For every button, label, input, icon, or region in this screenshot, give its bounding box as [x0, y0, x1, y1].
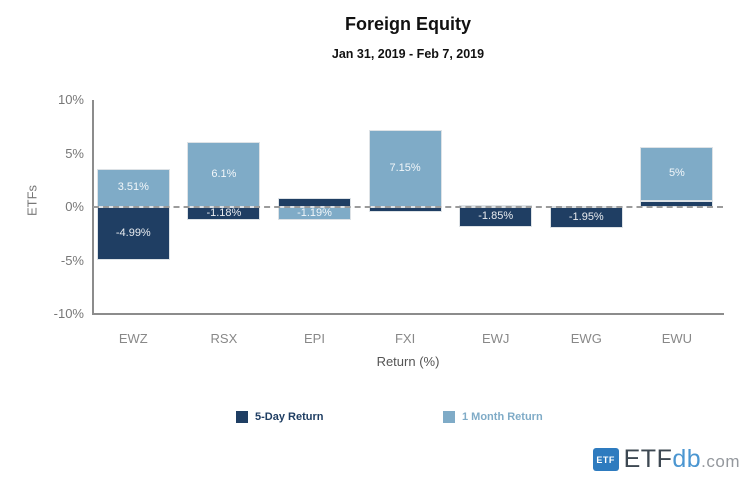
zero-baseline: [93, 206, 723, 208]
x-tick-label-ewu: EWU: [661, 331, 693, 346]
y-tick-label: 10%: [57, 92, 84, 107]
chart-subtitle: Jan 31, 2019 - Feb 7, 2019: [331, 47, 485, 61]
bar-segment-ewj-5-day-return[interactable]: -1.85%: [459, 207, 533, 227]
bar-value-label: -1.19%: [297, 207, 332, 219]
legend-item-1-month-return[interactable]: 1 Month Return: [443, 411, 543, 423]
x-axis-line: [92, 313, 724, 315]
logo-text: ETFdb.com: [623, 445, 740, 473]
bar-segment-epi-1-month-return[interactable]: -1.19%: [278, 207, 351, 220]
bar-value-label: -4.99%: [115, 227, 151, 239]
legend-swatch-dark: [236, 411, 248, 423]
etf-badge-icon: ETF: [592, 448, 619, 471]
bar-value-label: -1.95%: [568, 211, 604, 223]
y-tick-label: 0%: [65, 199, 84, 214]
etfdb-logo[interactable]: ETF ETFdb.com: [592, 445, 740, 474]
x-tick-label-ewg: EWG: [570, 331, 602, 346]
bar-value-label: 6.1%: [211, 167, 237, 180]
legend-label: 1 Month Return: [462, 411, 543, 423]
legend-item-5-day-return[interactable]: 5-Day Return: [236, 411, 323, 423]
legend: 5-Day Return 1 Month Return: [0, 411, 750, 429]
bar-segment-ewu-1-month-return[interactable]: 5%: [640, 147, 714, 201]
x-axis-title: Return (%): [376, 354, 440, 369]
legend-label: 5-Day Return: [255, 411, 324, 423]
bar-segment-ewz-5-day-return[interactable]: -4.99%: [96, 207, 170, 261]
y-tick-label: -5%: [60, 252, 84, 268]
bar-value-label: -1.18%: [206, 207, 242, 219]
bar-segment-fxi-1-month-return[interactable]: 7.15%: [368, 130, 442, 207]
x-tick-label-fxi: FXI: [394, 331, 416, 346]
bar-value-label: -1.85%: [478, 210, 514, 222]
x-tick-label-rsx: RSX: [210, 331, 238, 346]
legend-swatch-light: [443, 411, 455, 423]
bar-segment-ewg-5-day-return[interactable]: -1.95%: [549, 207, 623, 228]
bar-value-label: 5%: [668, 167, 685, 180]
bar-value-label: 3.51%: [117, 181, 149, 194]
x-tick-label-ewj: EWJ: [481, 331, 510, 346]
x-tick-label-ewz: EWZ: [118, 331, 148, 346]
bar-segment-rsx-1-month-return[interactable]: 6.1%: [187, 141, 261, 207]
x-tick-label-epi: EPI: [304, 331, 325, 346]
y-tick-label: -10%: [53, 306, 84, 321]
chart-title: Foreign Equity: [345, 14, 471, 34]
bar-value-label: 7.15%: [389, 162, 421, 175]
y-tick-label: 5%: [65, 145, 84, 161]
bar-segment-rsx-5-day-return[interactable]: -1.18%: [187, 207, 261, 220]
bar-segment-ewz-1-month-return[interactable]: 3.51%: [96, 169, 170, 207]
